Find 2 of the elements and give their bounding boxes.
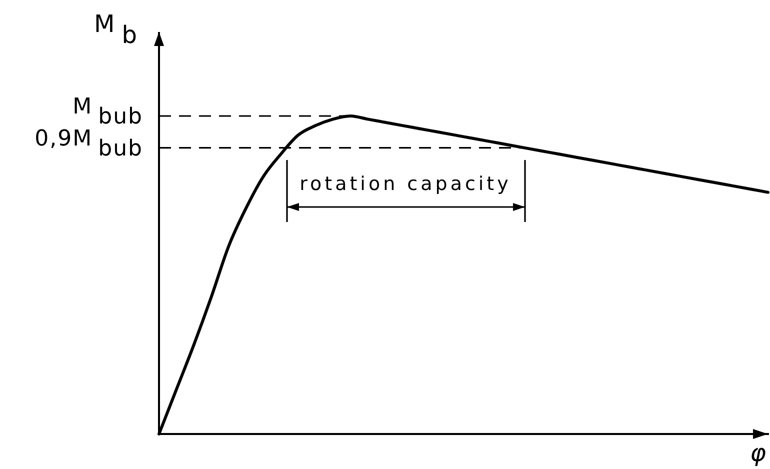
x-axis-title: φ — [750, 439, 767, 467]
annotation: rotation capacity — [300, 172, 512, 195]
